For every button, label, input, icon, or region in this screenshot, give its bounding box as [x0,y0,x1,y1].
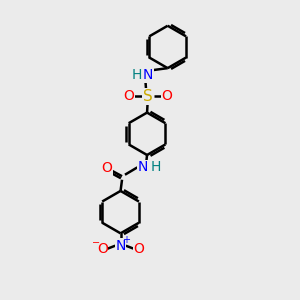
Text: S: S [143,89,152,104]
Text: +: + [122,235,130,245]
Text: O: O [134,242,144,256]
Text: O: O [161,89,172,103]
Text: O: O [123,89,134,103]
Text: N: N [143,68,153,82]
Text: N: N [116,239,126,253]
Text: O: O [101,161,112,175]
Text: H: H [151,160,161,174]
Text: −: − [92,238,100,248]
Text: H: H [131,68,142,82]
Text: N: N [137,160,148,174]
Text: O: O [97,242,108,256]
